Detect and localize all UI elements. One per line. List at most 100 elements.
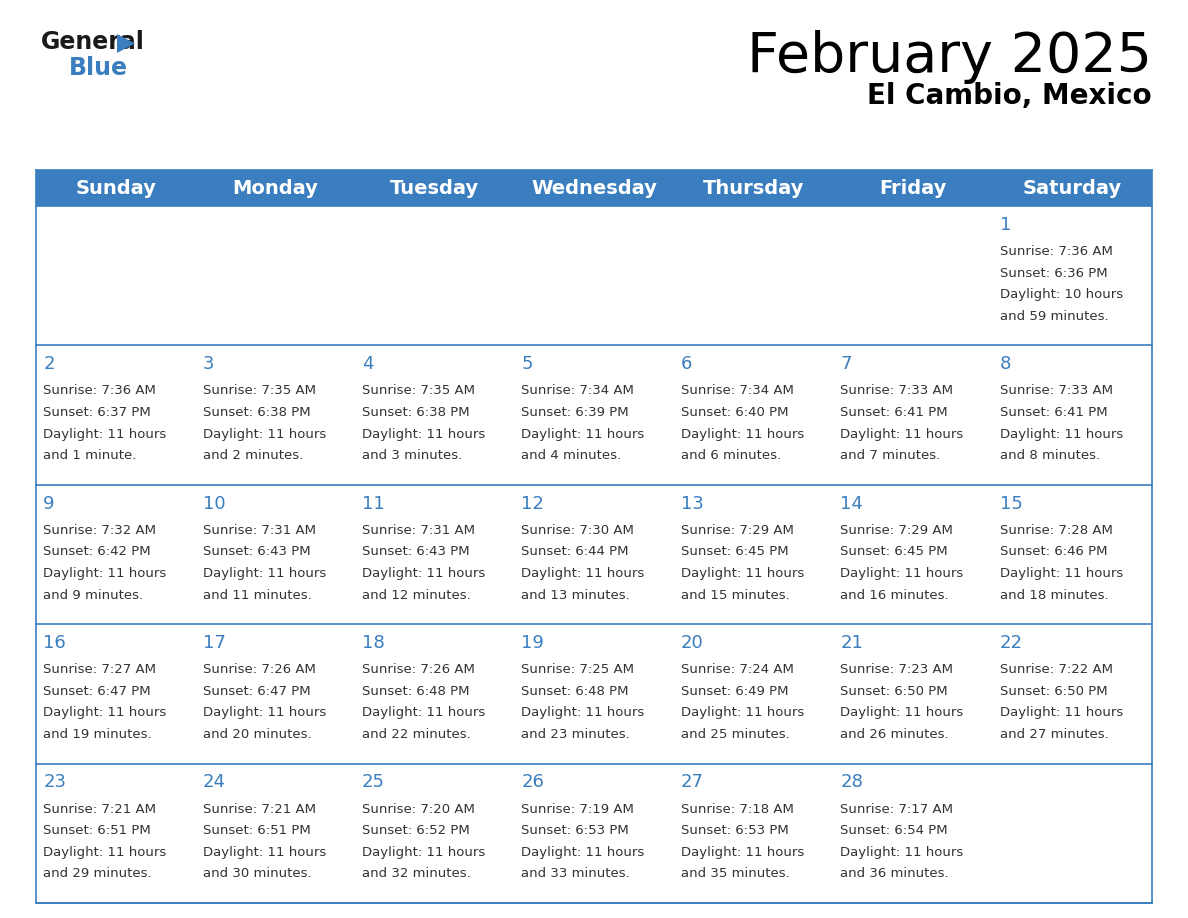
Bar: [992, 764, 1152, 903]
Text: 7: 7: [840, 355, 852, 373]
Text: and 32 minutes.: and 32 minutes.: [362, 868, 470, 880]
Text: Daylight: 11 hours: Daylight: 11 hours: [522, 428, 645, 441]
Text: Daylight: 11 hours: Daylight: 11 hours: [203, 567, 326, 580]
Bar: [992, 345, 1152, 485]
Text: February 2025: February 2025: [747, 30, 1152, 84]
Bar: [674, 764, 833, 903]
Text: 10: 10: [203, 495, 226, 512]
Text: and 12 minutes.: and 12 minutes.: [362, 588, 470, 601]
Text: 19: 19: [522, 634, 544, 652]
Bar: [196, 206, 355, 345]
Text: Sunrise: 7:29 AM: Sunrise: 7:29 AM: [840, 524, 953, 537]
Text: and 11 minutes.: and 11 minutes.: [203, 588, 311, 601]
Text: Sunrise: 7:28 AM: Sunrise: 7:28 AM: [1000, 524, 1113, 537]
Text: Sunset: 6:53 PM: Sunset: 6:53 PM: [522, 824, 630, 837]
Bar: [36, 764, 196, 903]
Text: Sunrise: 7:21 AM: Sunrise: 7:21 AM: [43, 802, 156, 815]
Bar: [514, 345, 674, 485]
Text: Sunrise: 7:32 AM: Sunrise: 7:32 AM: [43, 524, 156, 537]
Text: and 6 minutes.: and 6 minutes.: [681, 449, 781, 463]
Bar: [514, 485, 674, 624]
Bar: [833, 764, 992, 903]
Bar: [674, 345, 833, 485]
Text: Daylight: 11 hours: Daylight: 11 hours: [840, 428, 963, 441]
Text: Daylight: 11 hours: Daylight: 11 hours: [1000, 707, 1123, 720]
Text: and 59 minutes.: and 59 minutes.: [1000, 310, 1108, 323]
Bar: [355, 485, 514, 624]
Text: Sunset: 6:48 PM: Sunset: 6:48 PM: [362, 685, 469, 698]
Text: 9: 9: [43, 495, 55, 512]
Bar: [992, 624, 1152, 764]
Text: 18: 18: [362, 634, 385, 652]
Text: Daylight: 11 hours: Daylight: 11 hours: [522, 707, 645, 720]
Text: Daylight: 11 hours: Daylight: 11 hours: [1000, 567, 1123, 580]
Text: and 9 minutes.: and 9 minutes.: [43, 588, 144, 601]
Text: and 29 minutes.: and 29 minutes.: [43, 868, 152, 880]
Text: Sunrise: 7:24 AM: Sunrise: 7:24 AM: [681, 663, 794, 677]
Text: Thursday: Thursday: [703, 178, 804, 197]
Text: Sunset: 6:47 PM: Sunset: 6:47 PM: [203, 685, 310, 698]
Bar: [196, 764, 355, 903]
Text: 28: 28: [840, 773, 864, 791]
Text: 25: 25: [362, 773, 385, 791]
Bar: [514, 624, 674, 764]
Text: Daylight: 11 hours: Daylight: 11 hours: [203, 707, 326, 720]
Text: Sunrise: 7:17 AM: Sunrise: 7:17 AM: [840, 802, 953, 815]
Text: Daylight: 11 hours: Daylight: 11 hours: [840, 845, 963, 859]
Text: Daylight: 11 hours: Daylight: 11 hours: [43, 567, 166, 580]
Text: 6: 6: [681, 355, 693, 373]
Text: and 15 minutes.: and 15 minutes.: [681, 588, 790, 601]
Bar: [355, 624, 514, 764]
Text: Sunrise: 7:20 AM: Sunrise: 7:20 AM: [362, 802, 475, 815]
Text: Sunset: 6:40 PM: Sunset: 6:40 PM: [681, 406, 789, 419]
Polygon shape: [116, 34, 135, 53]
Text: Daylight: 11 hours: Daylight: 11 hours: [681, 567, 804, 580]
Text: Sunset: 6:41 PM: Sunset: 6:41 PM: [1000, 406, 1107, 419]
Text: 17: 17: [203, 634, 226, 652]
Text: General: General: [42, 30, 145, 54]
Text: Daylight: 11 hours: Daylight: 11 hours: [1000, 428, 1123, 441]
Text: Sunrise: 7:23 AM: Sunrise: 7:23 AM: [840, 663, 953, 677]
Text: Sunset: 6:54 PM: Sunset: 6:54 PM: [840, 824, 948, 837]
Text: Sunrise: 7:34 AM: Sunrise: 7:34 AM: [522, 385, 634, 397]
Bar: [674, 485, 833, 624]
Text: Saturday: Saturday: [1023, 178, 1121, 197]
Text: and 33 minutes.: and 33 minutes.: [522, 868, 630, 880]
Text: Daylight: 11 hours: Daylight: 11 hours: [522, 567, 645, 580]
Text: Sunset: 6:51 PM: Sunset: 6:51 PM: [203, 824, 310, 837]
Text: Sunrise: 7:26 AM: Sunrise: 7:26 AM: [362, 663, 475, 677]
Text: Sunset: 6:50 PM: Sunset: 6:50 PM: [1000, 685, 1107, 698]
Bar: [196, 485, 355, 624]
Bar: [36, 624, 196, 764]
Bar: [833, 624, 992, 764]
Text: 23: 23: [43, 773, 67, 791]
Text: and 16 minutes.: and 16 minutes.: [840, 588, 949, 601]
Bar: [833, 345, 992, 485]
Text: Sunset: 6:53 PM: Sunset: 6:53 PM: [681, 824, 789, 837]
Text: Sunset: 6:36 PM: Sunset: 6:36 PM: [1000, 266, 1107, 280]
Text: Sunrise: 7:26 AM: Sunrise: 7:26 AM: [203, 663, 316, 677]
Bar: [355, 206, 514, 345]
Text: Sunrise: 7:30 AM: Sunrise: 7:30 AM: [522, 524, 634, 537]
Bar: [355, 345, 514, 485]
Bar: [36, 345, 196, 485]
Text: Sunset: 6:46 PM: Sunset: 6:46 PM: [1000, 545, 1107, 558]
Text: Sunrise: 7:27 AM: Sunrise: 7:27 AM: [43, 663, 156, 677]
Text: Daylight: 11 hours: Daylight: 11 hours: [203, 428, 326, 441]
Text: Sunset: 6:45 PM: Sunset: 6:45 PM: [681, 545, 789, 558]
Text: and 26 minutes.: and 26 minutes.: [840, 728, 949, 741]
Text: Sunset: 6:48 PM: Sunset: 6:48 PM: [522, 685, 628, 698]
Text: Wednesday: Wednesday: [531, 178, 657, 197]
Text: Friday: Friday: [879, 178, 947, 197]
Text: Sunrise: 7:18 AM: Sunrise: 7:18 AM: [681, 802, 794, 815]
Text: Sunrise: 7:29 AM: Sunrise: 7:29 AM: [681, 524, 794, 537]
Text: 14: 14: [840, 495, 864, 512]
Text: Sunset: 6:47 PM: Sunset: 6:47 PM: [43, 685, 151, 698]
Text: and 8 minutes.: and 8 minutes.: [1000, 449, 1100, 463]
Text: Daylight: 11 hours: Daylight: 11 hours: [840, 567, 963, 580]
Text: Sunrise: 7:34 AM: Sunrise: 7:34 AM: [681, 385, 794, 397]
Text: Daylight: 11 hours: Daylight: 11 hours: [522, 845, 645, 859]
Text: Sunset: 6:50 PM: Sunset: 6:50 PM: [840, 685, 948, 698]
Bar: [674, 624, 833, 764]
Text: Daylight: 11 hours: Daylight: 11 hours: [362, 707, 485, 720]
